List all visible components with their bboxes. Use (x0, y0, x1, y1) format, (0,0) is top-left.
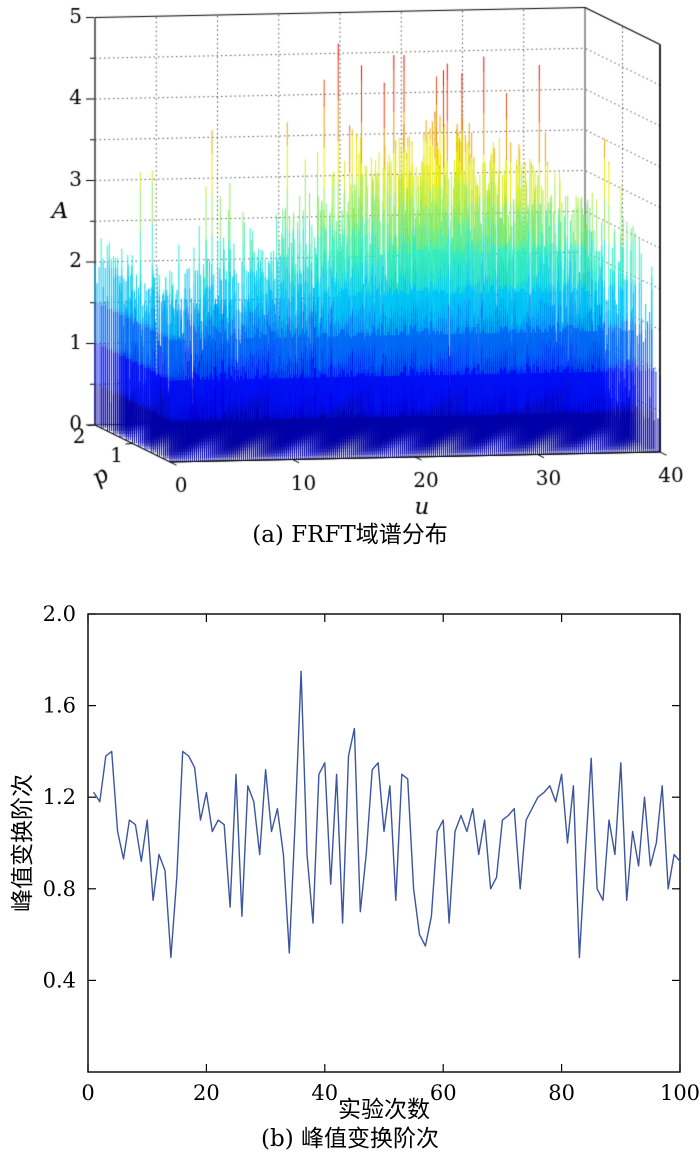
peak-order-series (93, 670, 681, 959)
y-axis-label: 峰值变换阶次 (10, 774, 36, 912)
x-axis: 0 20 40 60 80 100 (81, 614, 700, 1105)
figure-b-caption: (b) 峰值变换阶次 (261, 1126, 439, 1152)
figure-a: (a) FRFT域谱分布 (0, 0, 700, 559)
x-tick-label: 100 (660, 1081, 700, 1105)
figure-b: 0.4 0.8 1.2 1.6 2.0 0 20 40 60 80 100 峰值变换阶次实验次数 (b… (0, 559, 700, 1167)
y-tick-label: 0.8 (43, 877, 76, 901)
x-tick-label: 40 (311, 1081, 338, 1105)
figure-a-caption: (a) FRFT域谱分布 (252, 522, 448, 548)
x-tick-label: 20 (193, 1081, 220, 1105)
y-tick-label: 0.4 (43, 968, 76, 992)
y-tick-label: 1.6 (43, 694, 76, 718)
y-tick-label: 1.2 (43, 785, 76, 809)
y-axis: 0.4 0.8 1.2 1.6 2.0 (43, 602, 680, 992)
frft-spectrum-3d-plot (0, 0, 700, 515)
x-axis-label: 实验次数 (338, 1097, 430, 1121)
y-tick-label: 2.0 (43, 602, 76, 626)
x-tick-label: 0 (81, 1081, 94, 1105)
x-tick-label: 60 (430, 1081, 457, 1105)
x-tick-label: 80 (548, 1081, 575, 1105)
plot-frame (87, 613, 681, 1073)
